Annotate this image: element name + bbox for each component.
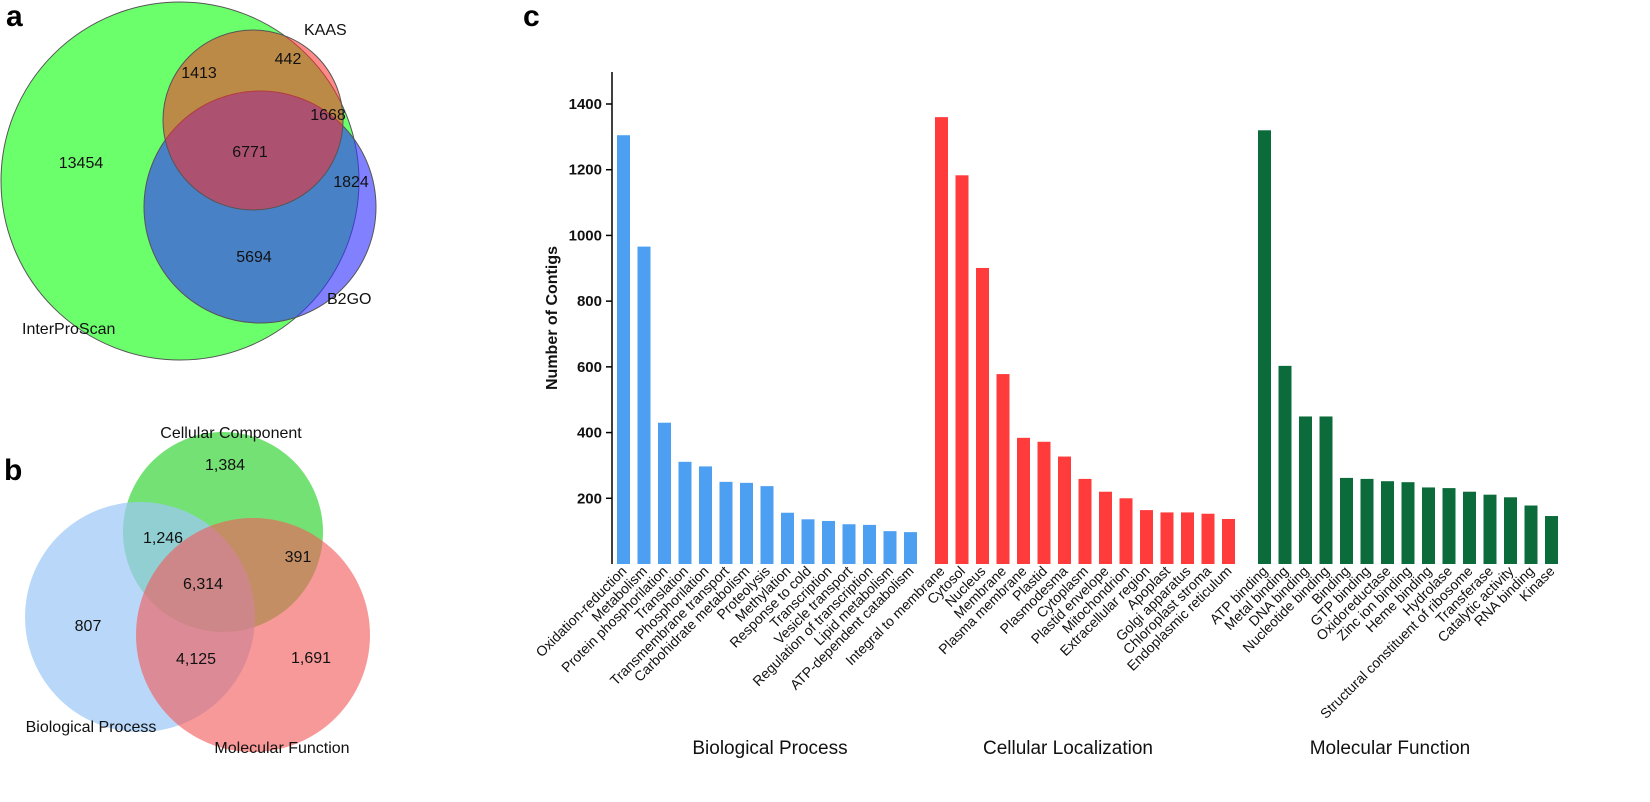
- bar-molecular-function: [1299, 416, 1312, 564]
- bar-biological-process: [822, 520, 835, 564]
- bar-molecular-function: [1278, 365, 1292, 564]
- bar-molecular-function: [1442, 488, 1456, 564]
- venn-a-b2go-label: B2GO: [327, 291, 371, 308]
- venn-a-interproscan-b2go: 5694: [236, 249, 272, 266]
- bar-molecular-function: [1360, 478, 1374, 564]
- venn-b-bp-cc: 1,246: [143, 530, 183, 547]
- bars: [617, 117, 1558, 565]
- bar-biological-process: [637, 246, 651, 564]
- bar-molecular-function: [1381, 481, 1394, 564]
- bar-biological-process: [740, 482, 753, 564]
- group-label: Biological Process: [692, 738, 847, 759]
- bar-molecular-function: [1258, 130, 1271, 565]
- bar-biological-process: [760, 486, 774, 564]
- bar-cellular-localization: [1181, 512, 1194, 564]
- venn-b-molecular-function-circle: [136, 518, 370, 752]
- bar-cellular-localization: [1058, 456, 1071, 564]
- venn-b-bp-only: 807: [75, 618, 102, 635]
- group-label: Molecular Function: [1310, 738, 1471, 759]
- bar-cellular-localization: [1119, 498, 1133, 564]
- y-tick-label: 600: [577, 359, 602, 376]
- bar-biological-process: [699, 466, 712, 564]
- y-tick-label: 400: [577, 425, 602, 442]
- bar-cellular-localization: [1017, 437, 1030, 564]
- bar-cellular-localization: [1078, 478, 1092, 564]
- bar-cellular-localization: [1160, 512, 1174, 564]
- bar-cellular-localization: [1222, 518, 1235, 564]
- venn-b-molecular-function-label: Molecular Function: [214, 740, 349, 757]
- bar-biological-process: [842, 524, 856, 564]
- bar-biological-process: [801, 519, 815, 564]
- y-tick-label: 1400: [569, 96, 602, 113]
- bar-molecular-function: [1524, 505, 1538, 564]
- venn-a-kaas-circle: [162, 29, 344, 211]
- bar-molecular-function: [1422, 487, 1435, 564]
- bar-biological-process: [904, 532, 917, 564]
- bar-biological-process: [883, 531, 897, 564]
- bar-biological-process: [781, 512, 794, 564]
- bar-biological-process: [863, 524, 876, 564]
- bar-molecular-function: [1483, 494, 1497, 564]
- bar-cellular-localization: [1140, 510, 1153, 564]
- bar-biological-process: [719, 481, 733, 564]
- bar-cellular-localization: [955, 175, 969, 565]
- bar-cellular-localization: [996, 374, 1010, 564]
- venn-b-biological-process-label: Biological Process: [26, 719, 157, 736]
- bar-molecular-function: [1504, 497, 1517, 564]
- bar-cellular-localization: [935, 117, 948, 565]
- venn-b-cc-only: 1,384: [205, 457, 245, 474]
- venn-b-cellular-component-label: Cellular Component: [160, 425, 302, 442]
- venn-a-interproscan-only: 13454: [59, 155, 104, 172]
- venn-b: Cellular Component Biological Process Mo…: [25, 425, 370, 757]
- venn-b-cc-mf: 391: [285, 549, 312, 566]
- venn-a: KAAS B2GO InterProScan 13454 1413 442 16…: [0, 1, 377, 361]
- bar-biological-process: [617, 135, 630, 564]
- bar-biological-process: [678, 461, 692, 564]
- y-tick-label: 200: [577, 490, 602, 507]
- bar-molecular-function: [1340, 477, 1353, 564]
- venn-a-kaas-b2go: 1668: [310, 107, 346, 124]
- panel-c-letter: c: [523, 0, 540, 33]
- bar-molecular-function: [1463, 491, 1476, 564]
- bar-molecular-function: [1319, 416, 1333, 564]
- y-ticks: 200 400 600 800 1000 1200 1400: [569, 96, 612, 507]
- venn-a-all-three: 6771: [232, 144, 268, 161]
- venn-b-all-three: 6,314: [183, 576, 223, 593]
- venn-b-bp-mf: 4,125: [176, 651, 216, 668]
- bar-molecular-function: [1401, 482, 1415, 564]
- venn-a-kaas-only: 442: [275, 51, 302, 68]
- bar-cellular-localization: [1201, 513, 1215, 564]
- group-labels: Biological Process Cellular Localization M…: [692, 738, 1470, 759]
- y-axis-label: Number of Contigs: [544, 246, 561, 390]
- bar-biological-process: [658, 422, 671, 564]
- y-tick-label: 800: [577, 293, 602, 310]
- panel-b-letter: b: [4, 454, 22, 487]
- venn-b-mf-only: 1,691: [291, 650, 331, 667]
- bar-chart: Number of Contigs 200 400 600 800 1000 1200 14…: [532, 72, 1558, 759]
- venn-a-interproscan-label: InterProScan: [22, 321, 115, 338]
- venn-a-interproscan-kaas: 1413: [181, 65, 217, 82]
- bar-cellular-localization: [1037, 441, 1051, 564]
- venn-a-kaas-label: KAAS: [304, 22, 347, 39]
- bar-cellular-localization: [1099, 491, 1112, 564]
- bar-cellular-localization: [976, 267, 989, 564]
- bar-molecular-function: [1545, 516, 1558, 564]
- y-tick-label: 1000: [569, 227, 602, 244]
- group-label: Cellular Localization: [983, 738, 1153, 759]
- venn-a-b2go-only: 1824: [333, 174, 369, 191]
- y-tick-label: 1200: [569, 162, 602, 179]
- panel-a-letter: a: [6, 0, 23, 33]
